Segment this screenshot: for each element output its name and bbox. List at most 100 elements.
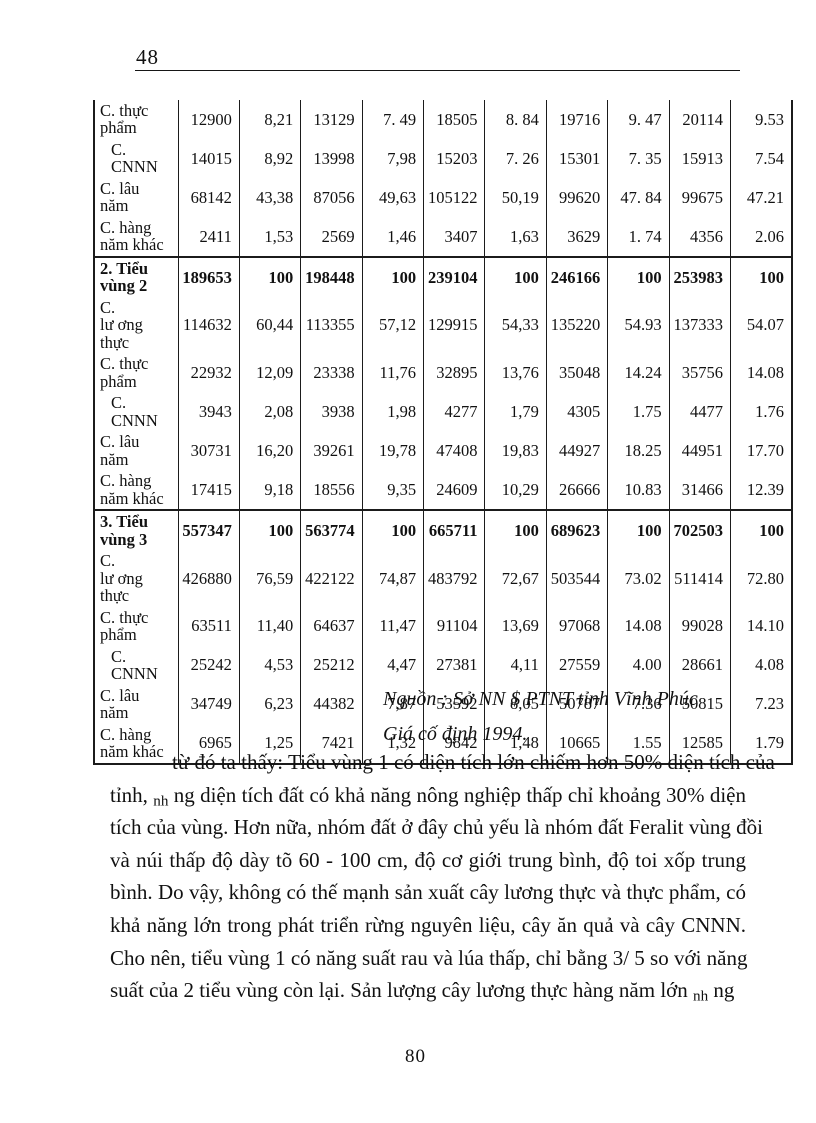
table-row: C. lư ơng thực 114632 60,44 113355 57,12 1299… <box>94 296 793 354</box>
table-cell: 30731 <box>178 431 240 471</box>
table-cell: 50,19 <box>484 177 547 217</box>
table-cell: 4477 <box>669 392 732 432</box>
row-label: C. hàng năm khác <box>94 723 179 764</box>
table-cell: 7. 26 <box>484 138 547 178</box>
table-cell: 73.02 <box>607 550 670 607</box>
table-cell: 3938 <box>300 392 363 432</box>
table-cell: 426880 <box>178 550 240 607</box>
table-cell: 129915 <box>423 296 486 354</box>
table-cell: 26666 <box>546 470 609 511</box>
table-cell: 14.10 <box>730 606 793 646</box>
table-cell: 3629 <box>546 216 609 257</box>
table-cell: 503544 <box>546 550 609 607</box>
table-cell: 100 <box>607 255 670 297</box>
source-line-1: Nguồn : Sở NN $ PTNT tỉnh Vĩnh Phúc <box>383 688 698 710</box>
row-label: C. CNNN <box>94 138 179 178</box>
table-cell: 76,59 <box>239 550 302 607</box>
table-cell: 57,12 <box>362 296 425 354</box>
table-cell: 7.23 <box>730 684 793 724</box>
paragraph-text: tỉnh, <box>110 782 154 807</box>
table-cell: 39261 <box>300 431 363 471</box>
table-cell: 3943 <box>178 392 240 432</box>
row-label: C. hàng năm khác <box>94 470 179 511</box>
table-cell: 49,63 <box>362 177 425 217</box>
paragraph-line: bình. Do vậy, không có thế mạnh sản xuất… <box>110 880 746 905</box>
table-cell: 63511 <box>178 606 240 646</box>
table-cell: 9. 47 <box>607 100 670 139</box>
table-cell: 8,92 <box>239 138 302 178</box>
paragraph-text: ng diện tích đất có khả năng nông nghiệp… <box>168 782 747 807</box>
table-cell: 13,69 <box>484 606 547 646</box>
table-cell: 27381 <box>423 645 486 685</box>
table-cell: 50815 <box>669 684 732 724</box>
paragraph-line: khả năng lớn trong phát triển rừng nguyê… <box>110 912 746 937</box>
table-cell: 50787 <box>546 684 609 724</box>
table-cell: 16,20 <box>239 431 302 471</box>
table-cell: 35756 <box>669 353 732 393</box>
row-label: C. lâu năm <box>94 431 179 471</box>
table-cell: 13129 <box>300 100 363 139</box>
table-body: C. thực phẩm 12900 8,21 13129 7. 49 18505 8. 8… <box>94 100 793 764</box>
table-cell: 15301 <box>546 138 609 178</box>
table-row: C. CNNN 14015 8,92 13998 7,98 15203 7. 26 15301… <box>94 138 793 178</box>
table-cell: 246166 <box>546 255 609 297</box>
table-cell: 7,98 <box>362 138 425 178</box>
table-cell: 24609 <box>423 470 486 511</box>
table-cell: 99620 <box>546 177 609 217</box>
table-cell: 91104 <box>423 606 486 646</box>
table-cell: 14015 <box>178 138 240 178</box>
table-cell: 14.24 <box>607 353 670 393</box>
row-label: C. lư ơng thực <box>94 296 179 354</box>
paragraph-line: từ đó ta thấy: Tiểu vùng 1 có diện tích … <box>172 750 775 774</box>
table-cell: 28661 <box>669 645 732 685</box>
table-cell: 25212 <box>300 645 363 685</box>
table-cell: 1,32 <box>362 723 425 764</box>
table-cell: 137333 <box>669 296 732 354</box>
paragraph-line: suất của 2 tiểu vùng còn lại. Sản lượng … <box>110 974 746 1007</box>
source-line-2: Giá cố định 1994. <box>383 723 528 745</box>
table-cell: 31466 <box>669 470 732 511</box>
table-cell: 4.00 <box>607 645 670 685</box>
paragraph-line: và núi thấp độ dày tõ 60 - 100 cm, độ cơ… <box>110 847 746 872</box>
body-paragraph: từ đó ta thấy: Tiểu vùng 1 có diện tích … <box>110 746 775 1007</box>
table-cell: 689623 <box>546 509 609 551</box>
table-cell: 1,53 <box>239 216 302 257</box>
table-row: C. CNNN 3943 2,08 3938 1,98 4277 1,79 4305 1.75 4… <box>94 392 793 432</box>
table-cell: 44951 <box>669 431 732 471</box>
row-label: C. thực phẩm <box>94 353 179 393</box>
table-cell: 17.70 <box>730 431 793 471</box>
table-cell: 422122 <box>300 550 363 607</box>
table-cell: 60,44 <box>239 296 302 354</box>
table-cell: 1,48 <box>484 723 547 764</box>
table-cell: 2.06 <box>730 216 793 257</box>
table-cell: 74,87 <box>362 550 425 607</box>
row-label: C. lâu năm <box>94 177 179 217</box>
table-row: C. hàng năm khác 17415 9,18 18556 9,35 24609 1… <box>94 470 793 511</box>
table-cell: 100 <box>484 255 547 297</box>
table-cell: 11,47 <box>362 606 425 646</box>
table-cell: 25242 <box>178 645 240 685</box>
table-row: C. thực phẩm 12900 8,21 13129 7. 49 18505 8. 8… <box>94 100 793 139</box>
table-cell: 6,23 <box>239 684 302 724</box>
table-cell: 15913 <box>669 138 732 178</box>
row-label: C. CNNN <box>94 645 179 685</box>
table-row: C. thực phẩm 22932 12,09 23338 11,76 32895 13,… <box>94 353 793 393</box>
table-cell: 7.36 <box>607 684 670 724</box>
table-cell: 2,08 <box>239 392 302 432</box>
table-cell: 17415 <box>178 470 240 511</box>
table-cell: 23338 <box>300 353 363 393</box>
table-cell: 100 <box>607 509 670 551</box>
table-cell: 1,98 <box>362 392 425 432</box>
table-cell: 68142 <box>178 177 240 217</box>
subscript-text: nh <box>693 988 709 1005</box>
table-row: C. hàng năm khác 2411 1,53 2569 1,46 3407 1,63… <box>94 216 793 257</box>
table-cell: 4356 <box>669 216 732 257</box>
table-cell: 10.83 <box>607 470 670 511</box>
table-cell: 4.08 <box>730 645 793 685</box>
table-cell: 13998 <box>300 138 363 178</box>
table-cell: 27559 <box>546 645 609 685</box>
row-label: C. lâu năm <box>94 684 179 724</box>
table-cell: 44382 <box>300 684 363 724</box>
table-cell: 253983 <box>669 255 732 297</box>
table-cell: 12585 <box>669 723 732 764</box>
